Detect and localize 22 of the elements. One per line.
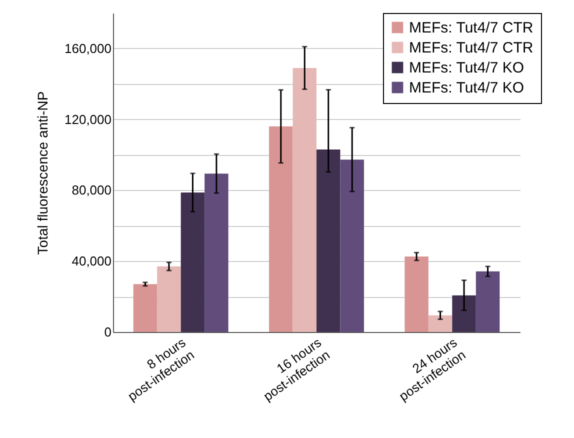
y-tick-label: 80,000 bbox=[72, 182, 112, 198]
bar bbox=[133, 284, 158, 332]
bar bbox=[204, 174, 228, 332]
legend-label: MEFs: Tut4/7 CTR bbox=[409, 20, 534, 36]
bar bbox=[316, 149, 340, 332]
y-tick-label: 40,000 bbox=[72, 254, 112, 269]
legend-label: MEFs: Tut4/7 CTR bbox=[409, 40, 534, 56]
bar bbox=[404, 256, 428, 332]
legend-label: MEFs: Tut4/7 KO bbox=[409, 80, 524, 96]
y-axis-title: Total fluorescence anti-NP bbox=[34, 91, 51, 255]
y-tick-label: 160,000 bbox=[64, 40, 112, 56]
bar bbox=[269, 126, 293, 332]
y-tick-label: 0 bbox=[104, 324, 112, 340]
y-tick-label: 120,000 bbox=[64, 112, 112, 127]
bar bbox=[452, 295, 476, 332]
bar bbox=[340, 160, 364, 332]
bar bbox=[476, 271, 500, 332]
bar bbox=[292, 68, 316, 332]
legend-label: MEFs: Tut4/7 KO bbox=[409, 60, 524, 76]
bar bbox=[428, 315, 452, 332]
bar bbox=[180, 192, 205, 332]
bar bbox=[157, 266, 181, 332]
